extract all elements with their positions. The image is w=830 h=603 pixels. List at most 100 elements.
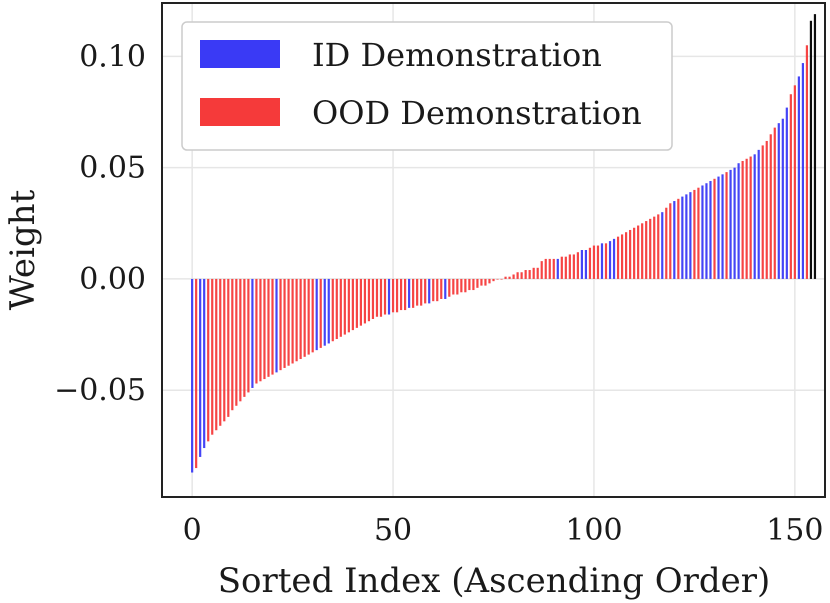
bar-ood-demonstration [347, 278, 350, 333]
bar-ood-demonstration [239, 278, 242, 402]
bar-id-demonstration [737, 163, 740, 279]
bar-ood-demonstration [247, 278, 250, 393]
x-tick-label: 150 [766, 513, 823, 548]
bar-ood-demonstration [645, 221, 648, 279]
y-axis-label: Weight [3, 189, 43, 310]
bar-ood-demonstration [588, 247, 592, 279]
bar-ood-demonstration [641, 223, 644, 279]
bar-id-demonstration [801, 63, 804, 279]
bar-ood-demonstration [279, 278, 282, 371]
bar-ood-demonstration [552, 258, 555, 279]
bar-id-demonstration [600, 243, 604, 279]
bar-ood-demonstration [520, 272, 523, 279]
bar-ood-demonstration [544, 258, 547, 279]
bar-id-demonstration [191, 278, 194, 473]
bar-ood-demonstration [375, 278, 379, 317]
bar-id-demonstration [612, 238, 616, 279]
bar-ood-demonstration [460, 278, 463, 293]
bar-id-demonstration [323, 278, 326, 346]
bar-ood-demonstration [404, 278, 407, 311]
bar-id-demonstration [757, 149, 760, 279]
bar-ood-demonstration [223, 278, 226, 422]
bar-id-demonstration [681, 196, 684, 279]
bar-ood-demonstration [267, 278, 270, 377]
bar-ood-demonstration [227, 278, 230, 417]
bar-id-demonstration [797, 76, 800, 279]
bar-id-demonstration [785, 107, 788, 279]
bar-id-demonstration [556, 258, 559, 279]
bar-id-demonstration [315, 278, 318, 351]
bar-ood-demonstration [749, 156, 752, 279]
bar-ood-demonstration [287, 278, 290, 366]
bar-ood-demonstration [311, 278, 314, 353]
bar-id-demonstration [203, 278, 206, 449]
bar-ood-demonstration [399, 278, 403, 311]
legend-swatch-id [200, 40, 280, 68]
x-tick-label: 100 [565, 513, 622, 548]
bar-ood-demonstration [343, 278, 346, 335]
bar-ood-demonstration [496, 278, 499, 280]
bar-ood-demonstration [271, 278, 274, 375]
bar-ood-demonstration [725, 172, 728, 279]
bar-ood-demonstration [765, 140, 768, 279]
bar-ood-demonstration [436, 278, 439, 302]
bar-id-demonstration [584, 250, 588, 279]
bar-id-demonstration [444, 278, 447, 299]
bar-id-demonstration [199, 278, 202, 457]
bar-ood-demonstration [243, 278, 246, 397]
bar-ood-demonstration [363, 278, 367, 324]
bar-ood-demonstration [713, 178, 716, 279]
bar-ood-demonstration [207, 278, 210, 442]
bar-ood-demonstration [395, 278, 399, 313]
bar-ood-demonstration [528, 270, 531, 279]
bar-ood-demonstration [259, 278, 262, 382]
bar-ood-demonstration [592, 245, 596, 279]
y-tick-label: 0.05 [79, 151, 146, 186]
bar-id-demonstration [428, 278, 431, 304]
bar-ood-demonstration [468, 278, 471, 291]
bar-ood-demonstration [255, 278, 258, 384]
legend-label-ood: OOD Demonstration [312, 94, 642, 132]
bar-ood-demonstration [616, 236, 620, 279]
bar-ood-demonstration [576, 252, 579, 279]
bar-ood-demonstration [649, 218, 652, 279]
bar-id-demonstration [709, 181, 712, 279]
bar-ood-demonstration [693, 189, 696, 279]
bar-ood-demonstration [412, 278, 415, 308]
bars [191, 14, 817, 473]
bar-ood-demonstration [637, 225, 640, 279]
bar-id-demonstration [777, 123, 780, 279]
bar-ood-demonstration [620, 234, 624, 279]
bar-id-demonstration [701, 185, 704, 279]
bar-id-demonstration [685, 194, 688, 279]
bar-ood-demonstration [669, 203, 672, 279]
bar-ood-demonstration [524, 270, 527, 279]
bar-ood-demonstration [335, 278, 338, 340]
bar-ood-demonstration [424, 278, 427, 304]
bar-ood-demonstration [476, 278, 479, 288]
bar-ood-demonstration [492, 278, 495, 282]
bar-id-demonstration [721, 174, 724, 279]
bar-ood-demonstration [440, 278, 443, 299]
bar-ood-demonstration [448, 278, 451, 297]
bar-ood-demonstration [359, 278, 362, 326]
bar-ood-demonstration [548, 258, 551, 279]
bar-ood-demonstration [432, 278, 435, 302]
bar-id-demonstration [781, 118, 784, 279]
bar-ood-demonstration [604, 243, 608, 279]
bar-ood-demonstration [367, 278, 371, 322]
legend-swatch-ood [200, 98, 280, 126]
bar-id-demonstration [251, 278, 254, 388]
bar-ood-demonstration [452, 278, 455, 295]
bar-ood-demonstration [773, 127, 776, 279]
plot-frame [161, 2, 826, 498]
bar-ood-demonstration [809, 20, 813, 279]
bar-id-demonstration [729, 169, 732, 279]
bar-ood-demonstration [665, 207, 668, 279]
bar-ood-demonstration [263, 278, 266, 380]
bar-id-demonstration [608, 241, 612, 279]
bar-ood-demonstration [291, 278, 294, 364]
y-tick-label: −0.05 [54, 373, 146, 408]
bar-ood-demonstration [383, 278, 387, 315]
bar-id-demonstration [689, 192, 692, 279]
